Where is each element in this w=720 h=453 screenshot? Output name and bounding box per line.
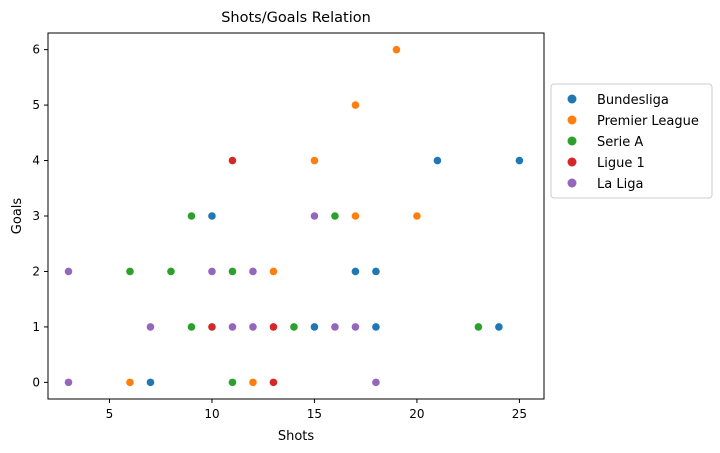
data-points bbox=[64, 45, 524, 387]
y-tick-label: 1 bbox=[32, 320, 40, 334]
legend-label: Premier League bbox=[597, 114, 699, 129]
data-point bbox=[331, 212, 339, 220]
data-point bbox=[310, 212, 319, 220]
data-point bbox=[187, 323, 196, 331]
data-point bbox=[392, 45, 401, 54]
legend: Bundesliga Premier League Serie A Ligue 1 La… bbox=[550, 83, 713, 199]
y-tick-label: 0 bbox=[32, 375, 40, 389]
data-point bbox=[228, 267, 237, 276]
data-point bbox=[372, 323, 380, 331]
y-tick-label: 2 bbox=[32, 264, 40, 278]
data-point bbox=[228, 323, 237, 331]
y-axis-label: Goals bbox=[10, 198, 25, 235]
x-tick-label: 15 bbox=[307, 407, 322, 421]
legend-label: Ligue 1 bbox=[597, 156, 645, 171]
legend-marker bbox=[567, 136, 577, 146]
data-point bbox=[208, 212, 216, 220]
data-point bbox=[146, 323, 155, 331]
legend-marker bbox=[567, 157, 577, 167]
legend-label: Bundesliga bbox=[597, 93, 669, 108]
data-point bbox=[351, 323, 360, 331]
x-tick-label: 10 bbox=[204, 407, 219, 421]
data-point bbox=[269, 378, 278, 387]
y-tick-label: 6 bbox=[32, 43, 40, 57]
data-point bbox=[351, 212, 360, 220]
data-point bbox=[64, 378, 73, 387]
legend-label: La Liga bbox=[597, 177, 643, 192]
data-point bbox=[269, 267, 278, 276]
data-point bbox=[269, 323, 278, 331]
data-point bbox=[249, 378, 257, 387]
legend-marker bbox=[567, 94, 577, 104]
data-point bbox=[249, 323, 257, 331]
data-point bbox=[495, 323, 503, 331]
data-point bbox=[372, 267, 380, 276]
data-point bbox=[474, 323, 483, 331]
data-point bbox=[64, 267, 73, 276]
y-tick-label: 3 bbox=[32, 209, 40, 223]
data-point bbox=[249, 267, 257, 276]
legend-marker bbox=[567, 178, 577, 188]
y-axis-ticks: 0 1 2 3 4 5 6 bbox=[32, 43, 48, 389]
data-point bbox=[228, 378, 237, 387]
x-tick-label: 5 bbox=[106, 407, 114, 421]
plot-area bbox=[47, 32, 545, 400]
data-point bbox=[331, 323, 339, 331]
x-tick-label: 20 bbox=[409, 407, 424, 421]
data-point bbox=[351, 267, 360, 276]
y-tick-label: 4 bbox=[32, 154, 40, 168]
data-point bbox=[310, 156, 319, 165]
x-axis-label: Shots bbox=[278, 429, 315, 444]
data-point bbox=[208, 267, 216, 276]
data-point bbox=[290, 323, 298, 331]
data-point bbox=[351, 101, 360, 109]
data-point bbox=[146, 378, 155, 387]
x-tick-label: 25 bbox=[512, 407, 527, 421]
data-point bbox=[310, 323, 319, 331]
data-point bbox=[372, 378, 380, 387]
legend-label: Serie A bbox=[597, 135, 643, 150]
x-axis-ticks: 5 10 15 20 25 bbox=[106, 399, 527, 421]
data-point bbox=[126, 267, 134, 276]
data-point bbox=[228, 156, 237, 165]
data-point bbox=[515, 156, 524, 165]
data-point bbox=[413, 212, 421, 220]
data-point bbox=[208, 323, 216, 331]
legend-marker bbox=[567, 115, 577, 125]
y-tick-label: 5 bbox=[32, 98, 40, 112]
data-point bbox=[167, 267, 175, 276]
chart-title: Shots/Goals Relation bbox=[221, 10, 371, 26]
data-point bbox=[433, 156, 442, 165]
data-point bbox=[126, 378, 134, 387]
data-point bbox=[187, 212, 196, 220]
legend-frame bbox=[550, 83, 713, 199]
